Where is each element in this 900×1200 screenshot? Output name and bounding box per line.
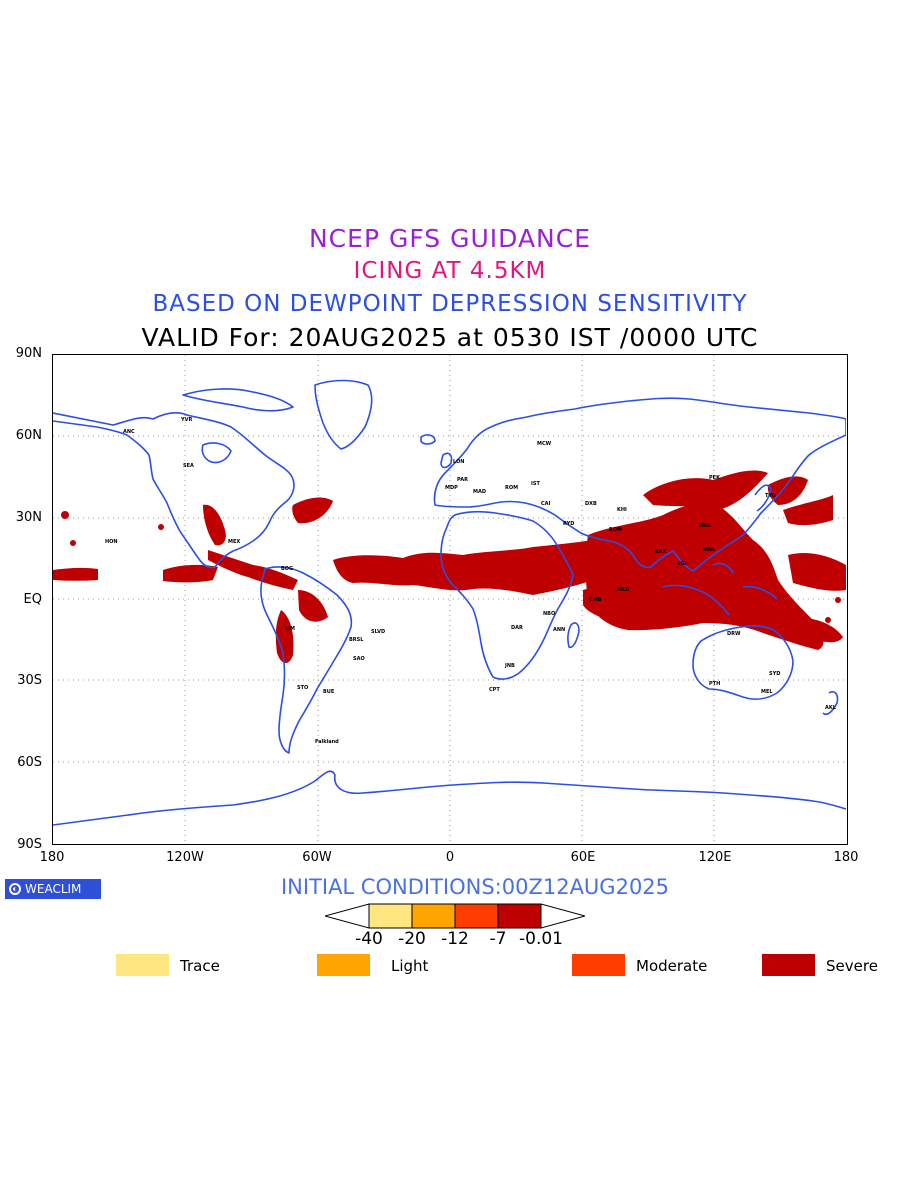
lat-tick-label: 90S: [17, 837, 42, 852]
map-title: NCEP GFS GUIDANCE: [308, 224, 591, 253]
colorbar-segment-moderate: [454, 903, 499, 929]
lat-tick-label: EQ: [23, 592, 42, 607]
station-label: CMB: [589, 597, 602, 603]
colorbar-high-arrow: [540, 903, 585, 929]
station-label: Falkland: [315, 739, 339, 745]
station-label: MNL: [703, 547, 716, 553]
world-map: ANC YVR SEA HON MEX BOG LIM BRSL SLVD SAO STO BUE Fa…: [53, 355, 846, 843]
station-label: HON: [105, 539, 118, 545]
weaclim-logo: WEACLIM: [5, 879, 101, 899]
station-label: TYO: [765, 493, 776, 499]
station-label: PEK: [709, 475, 721, 481]
legend-label-moderate: Moderate: [636, 957, 708, 975]
legend-label-light: Light: [391, 957, 429, 975]
legend-swatch-moderate: [572, 954, 625, 976]
map-subtitle-method: BASED ON DEWPOINT DEPRESSION SENSITIVITY: [152, 291, 748, 317]
station-label: BOM: [609, 527, 622, 533]
station-label: ANN: [553, 627, 565, 633]
lat-tick-label: 30S: [17, 673, 42, 688]
station-label: SEA: [183, 463, 194, 469]
map-valid-time: VALID For: 20AUG2025 at 0530 IST /0000 U…: [141, 323, 759, 352]
station-label: DRW: [727, 631, 741, 637]
station-label: YVR: [180, 417, 192, 423]
lat-tick-label: 60N: [15, 428, 42, 443]
station-label: MAD: [473, 489, 486, 495]
initial-conditions-label: INITIAL CONDITIONS:00Z12AUG2025: [280, 875, 670, 899]
lon-tick-label: 0: [445, 850, 455, 865]
colorbar-label: -7: [489, 929, 507, 949]
station-label: JNB: [504, 663, 515, 669]
lon-tick-label: 180: [39, 850, 65, 865]
icing-severe-areas: [53, 470, 846, 664]
station-label: SYD: [769, 671, 780, 677]
lon-tick-label: 60W: [302, 850, 332, 865]
station-label: SGP: [677, 561, 689, 567]
station-label: MEL: [761, 689, 773, 695]
station-label: SAO: [353, 656, 365, 662]
station-label: CAI: [541, 501, 551, 507]
station-label: ANC: [123, 429, 135, 435]
station-label: BOG: [281, 566, 293, 572]
station-label: RYD: [563, 521, 574, 527]
station-label: MEX: [228, 539, 240, 545]
station-label: SLVD: [371, 629, 385, 635]
colorbar-label: -12: [441, 929, 469, 949]
coastlines: [53, 379, 846, 826]
legend-swatch-severe: [762, 954, 815, 976]
lat-tick-label: 30N: [15, 510, 42, 525]
colorbar-segment-severe: [497, 903, 542, 929]
lat-tick-label: 60S: [17, 755, 42, 770]
lat-tick-label: 90N: [15, 346, 42, 361]
station-label: STO: [297, 685, 308, 691]
station-label: KHI: [617, 507, 627, 513]
colorbar-label: -0.01: [519, 929, 563, 949]
legend-swatch-trace: [116, 954, 169, 976]
station-label: MCW: [537, 441, 552, 447]
station-label: IST: [531, 481, 540, 487]
legend-label-trace: Trace: [180, 957, 220, 975]
colorbar: [325, 903, 585, 929]
station-label: LIM: [285, 626, 295, 632]
legend-swatch-light: [317, 954, 370, 976]
station-label: NBO: [543, 611, 555, 617]
station-label: MDP: [445, 485, 458, 491]
station-label: PAR: [457, 477, 468, 483]
station-label: DXB: [585, 501, 597, 507]
station-label: BUE: [323, 689, 335, 695]
station-label: DAR: [511, 625, 523, 631]
colorbar-segment-light: [411, 903, 456, 929]
colorbar-segment-trace: [368, 903, 413, 929]
station-label: AKL: [825, 705, 837, 711]
colorbar-label: -40: [355, 929, 383, 949]
weaclim-logo-text: WEACLIM: [25, 882, 82, 896]
station-label: MLD: [617, 587, 629, 593]
station-label: BRSL: [349, 637, 364, 643]
lon-tick-label: 180: [833, 850, 859, 865]
station-label: ROM: [505, 485, 518, 491]
map-subtitle-icing-level: ICING AT 4.5KM: [353, 258, 547, 284]
colorbar-label: -20: [398, 929, 426, 949]
station-label: HKG: [699, 523, 711, 529]
station-label: LON: [453, 459, 464, 465]
lon-tick-label: 60E: [570, 850, 596, 865]
legend-label-severe: Severe: [826, 957, 878, 975]
weaclim-logo-icon: [9, 883, 21, 895]
map-panel: ANC YVR SEA HON MEX BOG LIM BRSL SLVD SAO STO BUE Fa…: [52, 354, 848, 845]
lon-tick-label: 120E: [698, 850, 732, 865]
colorbar-low-arrow: [325, 903, 370, 929]
lon-tick-label: 120W: [166, 850, 204, 865]
station-label: PTH: [709, 681, 720, 687]
station-label: BKK: [655, 549, 668, 555]
station-label: CPT: [489, 687, 500, 693]
station-labels: ANC YVR SEA HON MEX BOG LIM BRSL SLVD SAO STO BUE Fa…: [105, 417, 837, 745]
